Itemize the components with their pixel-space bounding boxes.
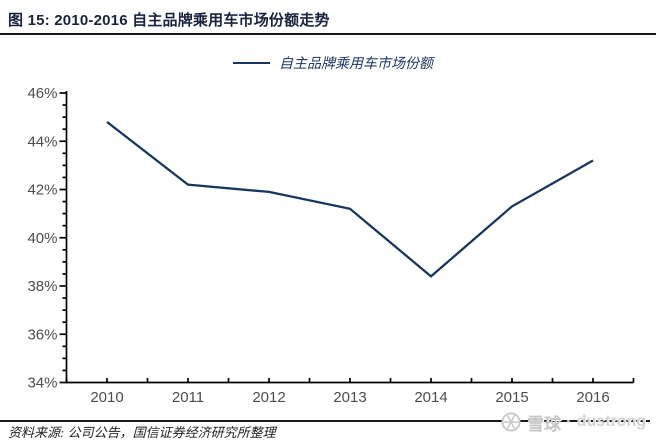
svg-text:2012: 2012 <box>252 389 285 406</box>
svg-text:2013: 2013 <box>333 389 366 406</box>
svg-text:44%: 44% <box>27 133 57 150</box>
figure-title: 图 15: 2010-2016 自主品牌乘用车市场份额走势 <box>8 12 330 29</box>
footer-divider <box>0 420 650 422</box>
x-axis-labels: 2010 2011 2012 2013 2014 2015 2016 <box>90 389 609 406</box>
watermark-username: dustrong <box>576 413 646 430</box>
svg-text:2010: 2010 <box>90 389 123 406</box>
svg-text:2011: 2011 <box>172 389 204 406</box>
series-line-0 <box>106 121 594 278</box>
svg-text:36%: 36% <box>27 326 57 343</box>
source-note: 资料来源: 公司公告，国信证券经济研究所整理 <box>8 425 276 440</box>
svg-text:40%: 40% <box>27 230 57 247</box>
svg-text:42%: 42% <box>27 182 57 199</box>
legend-line-swatch <box>233 61 270 65</box>
svg-text:2014: 2014 <box>414 389 447 406</box>
xueqiu-logo-icon <box>501 412 521 432</box>
y-axis-labels: 34% 36% 38% 40% 42% 44% 46% <box>27 85 57 392</box>
title-divider <box>0 33 656 35</box>
watermark-brand: 雪球 <box>527 414 561 434</box>
svg-text:2015: 2015 <box>495 389 528 406</box>
xueqiu-watermark: 雪球 · dustrong <box>500 408 646 436</box>
legend-label: 自主品牌乘用车市场份额 <box>279 57 433 72</box>
watermark-separator: · <box>566 412 572 431</box>
svg-text:2016: 2016 <box>576 389 609 406</box>
axes <box>59 91 635 384</box>
svg-text:38%: 38% <box>27 278 57 295</box>
svg-text:34%: 34% <box>27 375 57 392</box>
chart-legend: 自主品牌乘用车市场份额 <box>0 52 666 74</box>
svg-text:46%: 46% <box>27 85 57 102</box>
